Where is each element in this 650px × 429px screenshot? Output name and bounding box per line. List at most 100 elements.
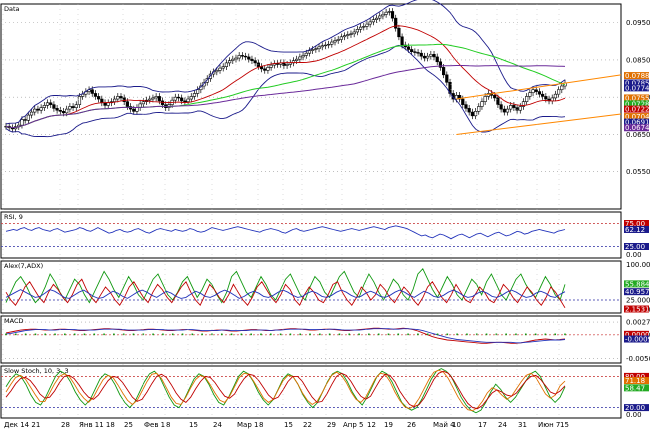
candle-body	[74, 104, 78, 108]
panel-2-price-label-box	[624, 305, 649, 313]
candle-body	[125, 101, 129, 107]
candle-body	[346, 34, 350, 36]
candle-body	[250, 58, 254, 61]
candle-body	[176, 96, 181, 99]
candle-body	[311, 49, 315, 51]
panel-0-price-label-box	[624, 79, 649, 87]
candle-body	[333, 40, 337, 43]
panel-4-price-label-box	[624, 384, 649, 392]
candle-body	[106, 102, 110, 106]
candle-body	[237, 55, 241, 59]
candle-body	[422, 55, 427, 59]
panel-1-series-line-0	[5, 225, 566, 240]
panel-0-price-label: 0.0722	[625, 106, 650, 114]
candle-body	[505, 108, 510, 113]
x-tick-label: 25	[124, 421, 133, 429]
panel-3-tick-label: 0.0027	[626, 319, 650, 327]
candle-body	[154, 96, 158, 99]
macd-histogram-dot	[64, 333, 66, 336]
candle-body	[45, 102, 50, 106]
candle-body	[387, 11, 391, 13]
macd-histogram-dot	[260, 333, 262, 336]
panel-0-price-label-box	[624, 94, 649, 102]
macd-histogram-dot	[564, 333, 566, 336]
candle-body	[541, 93, 545, 97]
macd-histogram-dot	[171, 333, 174, 336]
candle-body	[413, 51, 417, 53]
candle-body	[307, 50, 312, 54]
panel-2-price-label-box	[624, 288, 649, 296]
candle-body	[65, 108, 69, 114]
candle-body	[400, 36, 404, 46]
candle-body	[192, 93, 197, 97]
macd-histogram-dot	[152, 333, 154, 336]
macd-histogram-dot	[230, 333, 233, 336]
moving-average-purple-line	[5, 65, 566, 129]
panel-0-price-label-box	[624, 84, 649, 92]
candle-body	[518, 106, 522, 111]
x-tick-label: 29	[327, 421, 336, 429]
candle-body	[234, 57, 238, 60]
candle-body	[71, 106, 75, 108]
candle-body	[68, 106, 72, 110]
candle-body	[269, 64, 273, 68]
panel-0-price-label: 0.0674	[625, 124, 650, 132]
panel-1-tick-label: 0.00	[626, 251, 642, 259]
x-tick-label: Дек 14 21	[4, 421, 40, 429]
candle-body	[113, 98, 117, 102]
macd-histogram-dot	[495, 333, 498, 336]
macd-histogram-dot	[319, 333, 321, 336]
candle-body	[90, 89, 94, 94]
macd-histogram-dot	[377, 333, 380, 336]
x-tick-label: 22	[303, 421, 312, 429]
candle-body	[502, 108, 506, 113]
candle-body	[499, 104, 503, 110]
candle-body	[461, 98, 465, 105]
candle-body	[240, 55, 244, 57]
x-tick-label: Май 4	[433, 421, 455, 429]
candle-body	[93, 93, 98, 97]
candle-body	[36, 108, 40, 111]
macd-histogram-dot	[505, 333, 507, 336]
candle-body	[119, 96, 123, 99]
macd-histogram-dot	[93, 333, 96, 336]
candle-body	[263, 68, 267, 71]
candle-body	[557, 89, 561, 95]
candle-body	[224, 62, 229, 67]
macd-histogram-dot	[515, 333, 517, 336]
candle-body	[537, 91, 542, 95]
panel-1-price-label: 25.00	[625, 243, 645, 251]
candle-body	[183, 100, 187, 103]
candle-body	[416, 52, 420, 54]
candle-body	[58, 109, 62, 112]
panel-0-price-label-box	[624, 118, 649, 126]
panel-1-price-label: 62.12	[625, 226, 645, 234]
macd-histogram-dot	[73, 333, 76, 336]
macd-histogram-dot	[240, 333, 243, 336]
candle-body	[49, 102, 53, 105]
panel-4-series-line-1	[5, 369, 566, 412]
candle-body	[243, 55, 248, 58]
macd-histogram-dot	[289, 333, 292, 336]
panel-1-price-label-box	[624, 225, 649, 233]
panel-0-price-label: 0.0785	[625, 80, 650, 88]
candle-body	[314, 48, 318, 50]
macd-histogram-dot	[456, 333, 458, 336]
panel-0-price-label: 0.0755	[625, 94, 650, 102]
candle-body	[320, 45, 324, 48]
candle-body	[317, 46, 321, 50]
candle-body	[560, 85, 564, 91]
panel-1-price-label-box	[624, 243, 649, 250]
candle-body	[218, 67, 222, 71]
panel-3-series-line-1	[5, 328, 566, 344]
panel-4-price-label: 58.47	[625, 384, 645, 392]
candle-body	[419, 52, 423, 57]
panel-4-series-line-2	[5, 370, 566, 410]
x-tick-label: 28	[61, 421, 70, 429]
macd-histogram-dot	[24, 333, 27, 336]
macd-histogram-dot	[426, 333, 429, 336]
candle-body	[406, 46, 411, 50]
panel-0-title: Data	[4, 5, 20, 13]
panel-3-price-label-box	[624, 335, 649, 343]
